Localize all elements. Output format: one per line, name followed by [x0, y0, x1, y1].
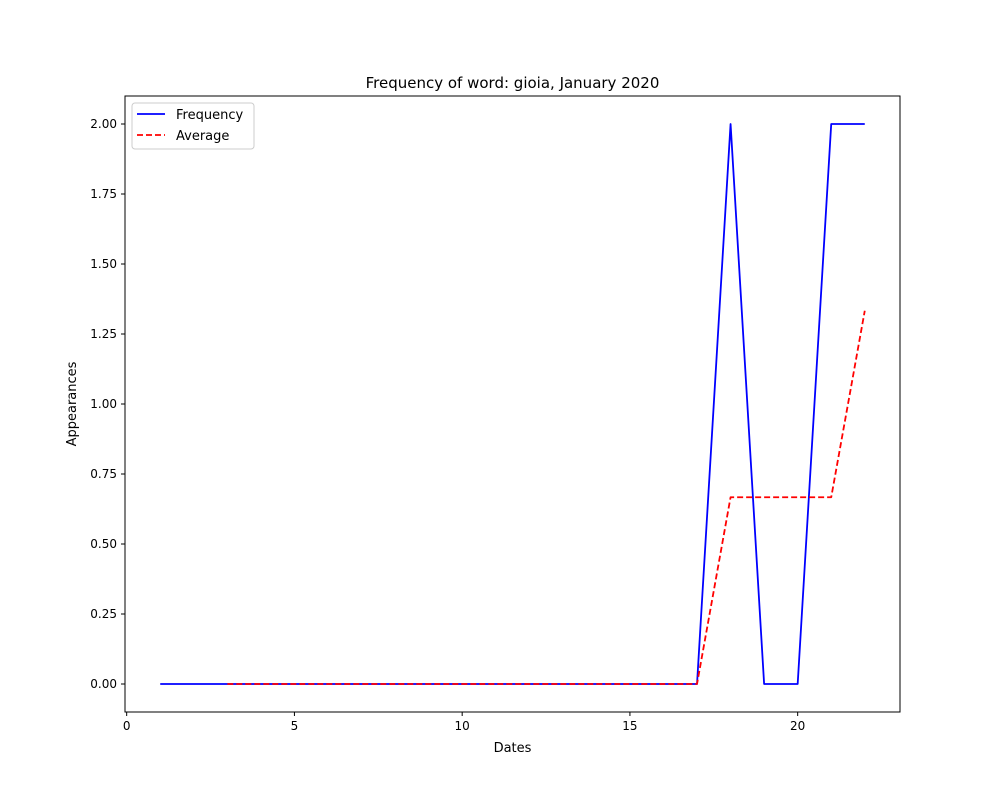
plot-lines: [160, 123, 866, 685]
series-line-average: [227, 310, 866, 685]
y-tick-label: 0.50: [90, 537, 117, 551]
y-tick-label: 0.00: [90, 677, 117, 691]
y-axis-ticks: 0.00 0.25 0.50 0.75 1.00 1.25 1.50 1.75 2.00: [90, 117, 125, 691]
y-tick-label: 0.75: [90, 467, 117, 481]
x-tick-label: 15: [622, 719, 637, 733]
x-tick-label: 0: [123, 719, 131, 733]
x-tick-label: 20: [790, 719, 805, 733]
y-tick-label: 1.50: [90, 257, 117, 271]
y-tick-label: 2.00: [90, 117, 117, 131]
legend-label-frequency: Frequency: [176, 108, 243, 123]
legend-label-average: Average: [176, 129, 229, 144]
x-axis-label: Dates: [494, 741, 532, 756]
x-axis-ticks: 0 5 10 15 20: [123, 712, 805, 733]
x-tick-label: 5: [291, 719, 299, 733]
y-tick-label: 1.75: [90, 187, 117, 201]
y-tick-label: 1.00: [90, 397, 117, 411]
y-tick-label: 1.25: [90, 327, 117, 341]
x-tick-label: 10: [455, 719, 470, 733]
y-axis-label: Appearances: [65, 361, 80, 446]
chart-title: Frequency of word: gioia, January 2020: [366, 74, 660, 92]
y-tick-label: 0.25: [90, 607, 117, 621]
legend: Frequency Average: [131, 102, 255, 150]
